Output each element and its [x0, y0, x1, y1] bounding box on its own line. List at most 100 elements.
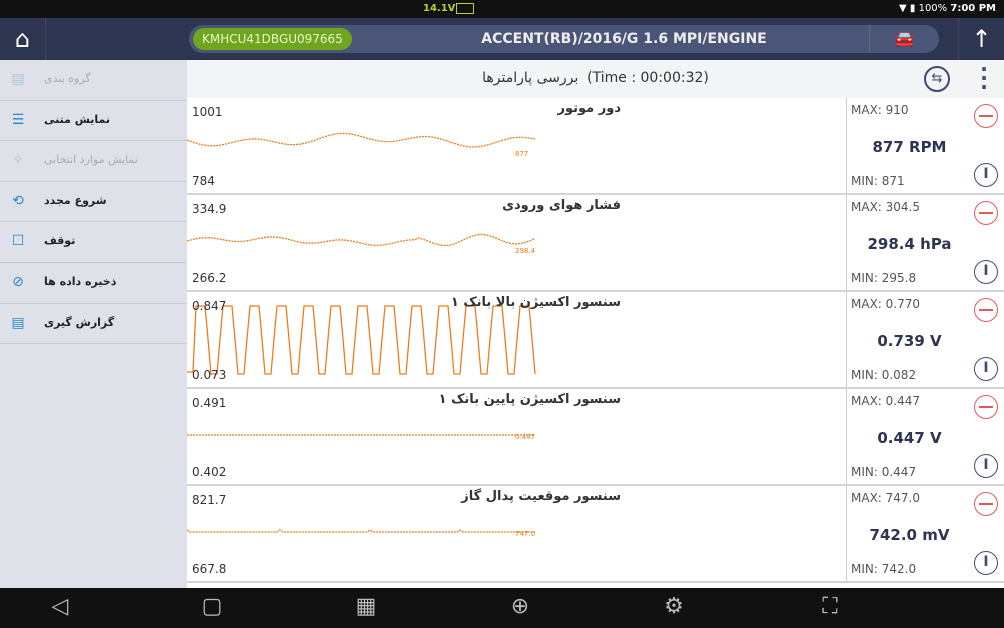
parameter-graph: 747.0 821.7 667.8 سنسور موقعیت پدال گاز [187, 486, 847, 581]
status-bar: 14.1V ▼ ▮ 100% 7:00 PM [0, 0, 1004, 18]
scale-min: 0.402 [192, 465, 227, 479]
parameter-row: 877 1001 784 دور موتور MAX: 910 877 RPM … [187, 98, 1004, 195]
pin-icon: ✧ [12, 152, 24, 169]
scale-max: 334.9 [192, 202, 227, 216]
max-value: MAX: 910 [851, 103, 909, 117]
more-menu-icon[interactable]: · · · [980, 57, 988, 99]
report-icon: ▤ [11, 314, 25, 331]
min-value: MIN: 0.447 [851, 465, 917, 479]
max-value: MAX: 304.5 [851, 200, 920, 214]
parameter-values: MAX: 0.447 0.447 V MIN: 0.447 [848, 389, 971, 484]
restart-icon: ⟲ [12, 192, 24, 209]
scale-min: 0.073 [192, 368, 227, 382]
max-value: MAX: 747.0 [851, 491, 920, 505]
back-icon[interactable]: ◁ [51, 594, 69, 619]
remove-icon[interactable] [974, 395, 998, 419]
home-icon[interactable]: ⌂ [0, 18, 46, 60]
scale-max: 0.491 [192, 396, 227, 410]
current-value: 877 RPM [872, 138, 947, 156]
sidebar-item[interactable]: ⟲ شروع مجدد [0, 182, 187, 223]
scale-min: 784 [192, 174, 215, 188]
scale-min: 266.2 [192, 271, 227, 285]
info-icon[interactable]: I [974, 357, 998, 381]
swap-icon[interactable]: ⇆ [924, 66, 950, 92]
parameter-values: MAX: 910 877 RPM MIN: 871 [848, 98, 971, 193]
parameter-graph: 298.4 334.9 266.2 فشار هوای ورودی [187, 195, 847, 290]
parameter-graph: 0.847 0.073 سنسور اکسیژن بالا بانک ۱ [187, 292, 847, 387]
sidebar-item-label: شروع مجدد [44, 193, 107, 207]
car-battery-icon [456, 3, 474, 14]
title-text: بررسی پارامترها [482, 70, 579, 86]
parameter-name: سنسور اکسیژن بالا بانک ۱ [450, 295, 621, 310]
remove-icon[interactable] [974, 492, 998, 516]
title-bar: بررسی پارامترها (Time : 00:00:32) ⇆ · · · [187, 57, 1004, 99]
sidebar-item-label: ذخیره داده ها [44, 274, 117, 288]
vin-badge: KMHCU41DBGU097665 [193, 28, 352, 50]
remove-icon[interactable] [974, 201, 998, 225]
trace-line [187, 233, 536, 247]
scale-min: 667.8 [192, 562, 227, 576]
parameter-name: دور موتور [557, 101, 621, 116]
parameter-name: سنسور موقعیت پدال گاز [461, 489, 621, 504]
vehicle-title: ACCENT(RB)/2016/G 1.6 MPI/ENGINE [481, 31, 767, 47]
trace-svg: 298.4 [187, 233, 536, 255]
trace-svg: 0.447 [187, 433, 535, 441]
scale-max: 1001 [192, 105, 223, 119]
main-panel: بررسی پارامترها (Time : 00:00:32) ⇆ · · · … [187, 57, 1004, 588]
parameter-graph: 0.447 0.491 0.402 سنسور اکسیژن پایین بان… [187, 389, 847, 484]
sidebar-item-label: توقف [44, 234, 76, 248]
save-data-icon: ⊘ [12, 273, 24, 290]
globe-icon[interactable]: ⊕ [510, 594, 530, 619]
trace-svg: 877 [187, 132, 536, 158]
sidebar-item[interactable]: ☰ نمایش متنی [0, 101, 187, 142]
app-header: ⌂ KMHCU41DBGU097665 ACCENT(RB)/2016/G 1.… [0, 18, 1004, 60]
trace-end-label: 0.447 [515, 433, 535, 441]
trace-end-label: 747.0 [515, 530, 535, 538]
info-icon[interactable]: I [974, 260, 998, 284]
current-value: 742.0 mV [869, 526, 950, 544]
max-value: MAX: 0.770 [851, 297, 920, 311]
battery-level: 100% [918, 3, 948, 14]
max-value: MAX: 0.447 [851, 394, 920, 408]
sidebar-item[interactable]: ☐ توقف [0, 222, 187, 263]
parameter-row: 298.4 334.9 266.2 فشار هوای ورودی MAX: 3… [187, 195, 1004, 292]
sidebar-item-label: نمایش متنی [44, 112, 111, 126]
screenshot-icon[interactable]: ⛶ [822, 594, 838, 619]
sidebar-item-label: نمایش موارد انتخابی [44, 153, 138, 167]
trace-svg: 747.0 [187, 529, 535, 538]
info-icon[interactable]: I [974, 163, 998, 187]
sidebar-item[interactable]: ▤ گزارش گیری [0, 304, 187, 345]
sidebar-item: ▤ گروه بندی [0, 60, 187, 101]
voltage: 14.1V [423, 3, 456, 14]
upload-icon[interactable]: ↑ [958, 18, 1004, 60]
current-value: 298.4 hPa [867, 235, 952, 253]
parameter-row: 0.847 0.073 سنسور اکسیژن بالا بانک ۱ MAX… [187, 292, 1004, 389]
min-value: MIN: 295.8 [851, 271, 917, 285]
min-value: MIN: 742.0 [851, 562, 917, 576]
trace-end-label: 877 [515, 150, 528, 158]
trace-line [187, 132, 536, 148]
vehicle-bar: KMHCU41DBGU097665 ACCENT(RB)/2016/G 1.6 … [189, 25, 939, 53]
parameter-values: MAX: 304.5 298.4 hPa MIN: 295.8 [848, 195, 971, 290]
square-home-icon[interactable]: ▢ [201, 594, 223, 619]
clock: 7:00 PM [950, 3, 996, 14]
parameter-row: 0.447 0.491 0.402 سنسور اکسیژن پایین بان… [187, 389, 1004, 486]
sidebar-item[interactable]: ⊘ ذخیره داده ها [0, 263, 187, 304]
info-icon[interactable]: I [974, 454, 998, 478]
parameter-values: MAX: 0.770 0.739 V MIN: 0.082 [848, 292, 971, 387]
trace-line [187, 305, 536, 375]
apps-grid-icon[interactable]: ▦ [355, 594, 377, 619]
min-value: MIN: 0.082 [851, 368, 917, 382]
page-title: بررسی پارامترها (Time : 00:00:32) [187, 70, 1004, 86]
parameter-name: فشار هوای ورودی [502, 198, 621, 213]
parameter-graph: 877 1001 784 دور موتور [187, 98, 847, 193]
settings-gear-icon[interactable]: ⚙ [664, 594, 684, 619]
min-value: MIN: 871 [851, 174, 905, 188]
current-value: 0.739 V [877, 332, 942, 350]
remove-icon[interactable] [974, 298, 998, 322]
info-icon[interactable]: I [974, 551, 998, 575]
sidebar-item: ✧ نمایش موارد انتخابی [0, 141, 187, 182]
remove-icon[interactable] [974, 104, 998, 128]
scale-max: 0.847 [192, 299, 227, 313]
car-refresh-icon[interactable]: 🚘 [869, 25, 939, 53]
